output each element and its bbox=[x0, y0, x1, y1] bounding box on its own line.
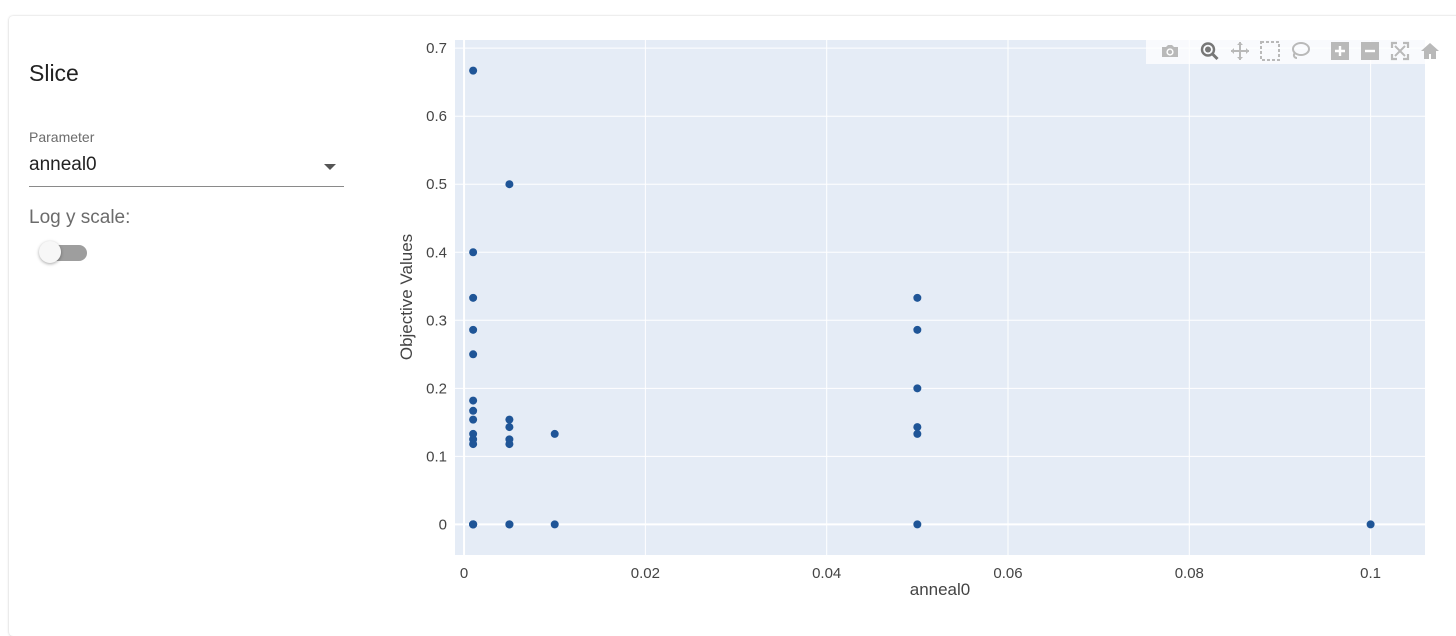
reset-axes-icon[interactable] bbox=[1419, 41, 1441, 61]
y-tick-label: 0.6 bbox=[426, 108, 447, 125]
x-tick-label: 0.02 bbox=[631, 565, 660, 582]
slice-plot-svg: 0 0.02 0.04 0.06 0.08 0.1 0 0.1 0.2 0.3 0.4 0.5 0.6 0… bbox=[397, 40, 1425, 599]
y-tick-label: 0.1 bbox=[426, 448, 447, 465]
x-tick-label: 0.04 bbox=[812, 565, 841, 582]
box-select-icon[interactable] bbox=[1259, 41, 1281, 61]
zoom-icon[interactable] bbox=[1199, 41, 1221, 61]
y-tick-label: 0.7 bbox=[426, 40, 447, 57]
data-point[interactable] bbox=[913, 520, 922, 529]
data-point[interactable] bbox=[505, 440, 514, 449]
slice-chart: 0 0.02 0.04 0.06 0.08 0.1 0 0.1 0.2 0.3 0.4 0.5 0.6 0… bbox=[397, 38, 1446, 599]
slice-title: Slice bbox=[29, 60, 79, 86]
y-tick-label: 0.4 bbox=[426, 244, 447, 261]
data-point[interactable] bbox=[469, 66, 478, 75]
zoom-in-icon[interactable] bbox=[1329, 41, 1351, 61]
data-point[interactable] bbox=[913, 325, 922, 334]
x-tick-label: 0.1 bbox=[1360, 565, 1381, 582]
x-tick-label: 0.06 bbox=[993, 565, 1022, 582]
data-point[interactable] bbox=[505, 415, 514, 424]
data-points bbox=[469, 66, 1375, 529]
data-point[interactable] bbox=[469, 440, 478, 449]
parameter-select[interactable]: anneal0 bbox=[29, 150, 344, 187]
data-point[interactable] bbox=[505, 423, 514, 432]
log-scale-toggle[interactable] bbox=[39, 240, 87, 264]
parameter-label: Parameter bbox=[29, 129, 95, 145]
data-point[interactable] bbox=[469, 396, 478, 405]
x-tick-label: 0.08 bbox=[1175, 565, 1204, 582]
parameter-select-value: anneal0 bbox=[29, 154, 97, 175]
data-point[interactable] bbox=[913, 293, 922, 302]
data-point[interactable] bbox=[913, 429, 922, 438]
data-point[interactable] bbox=[550, 429, 559, 438]
log-scale-label: Log y scale: bbox=[29, 207, 131, 228]
plot-modebar bbox=[1146, 38, 1446, 64]
zoom-out-icon[interactable] bbox=[1359, 41, 1381, 61]
data-point[interactable] bbox=[550, 520, 559, 529]
y-tick-label: 0.5 bbox=[426, 176, 447, 193]
data-point[interactable] bbox=[913, 423, 922, 432]
data-point[interactable] bbox=[469, 293, 478, 302]
lasso-select-icon[interactable] bbox=[1289, 41, 1311, 61]
data-point[interactable] bbox=[469, 415, 478, 424]
data-point[interactable] bbox=[469, 350, 478, 359]
y-tick-label: 0 bbox=[439, 516, 447, 533]
data-point[interactable] bbox=[469, 406, 478, 415]
data-point[interactable] bbox=[505, 180, 514, 189]
data-point[interactable] bbox=[469, 325, 478, 334]
chevron-down-icon bbox=[324, 164, 336, 170]
data-point[interactable] bbox=[505, 520, 514, 529]
plot-area[interactable] bbox=[455, 40, 1425, 555]
autoscale-icon[interactable] bbox=[1389, 41, 1411, 61]
toggle-thumb bbox=[39, 241, 61, 263]
data-point[interactable] bbox=[469, 520, 478, 529]
pan-icon[interactable] bbox=[1229, 41, 1251, 61]
y-tick-label: 0.2 bbox=[426, 380, 447, 397]
camera-icon[interactable] bbox=[1159, 41, 1181, 61]
data-point[interactable] bbox=[913, 384, 922, 393]
data-point[interactable] bbox=[469, 248, 478, 257]
x-axis-label: anneal0 bbox=[910, 580, 971, 599]
y-axis-label: Objective Values bbox=[397, 234, 416, 360]
y-tick-label: 0.3 bbox=[426, 312, 447, 329]
x-tick-label: 0 bbox=[460, 565, 468, 582]
data-point[interactable] bbox=[1366, 520, 1375, 529]
tick-labels: 0 0.02 0.04 0.06 0.08 0.1 0 0.1 0.2 0.3 0.4 0.5 0.6 0… bbox=[426, 40, 1381, 582]
